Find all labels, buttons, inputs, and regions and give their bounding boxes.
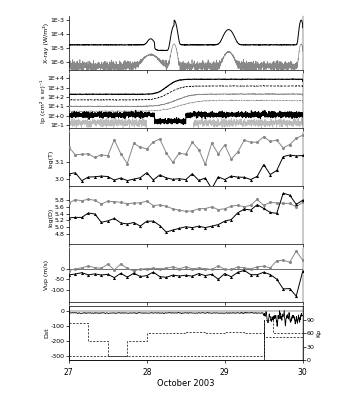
Y-axis label: log(D): log(D): [49, 207, 53, 227]
Y-axis label: X-ray (W/m²): X-ray (W/m²): [43, 23, 49, 63]
Y-axis label: Ip (cm² s sr)⁻¹: Ip (cm² s sr)⁻¹: [40, 79, 46, 123]
X-axis label: October 2003: October 2003: [157, 380, 215, 388]
Y-axis label: Vup (m/s): Vup (m/s): [44, 260, 50, 290]
Y-axis label: Kp: Kp: [316, 329, 321, 337]
Y-axis label: Dst: Dst: [44, 328, 49, 338]
Y-axis label: log(T): log(T): [49, 150, 53, 168]
